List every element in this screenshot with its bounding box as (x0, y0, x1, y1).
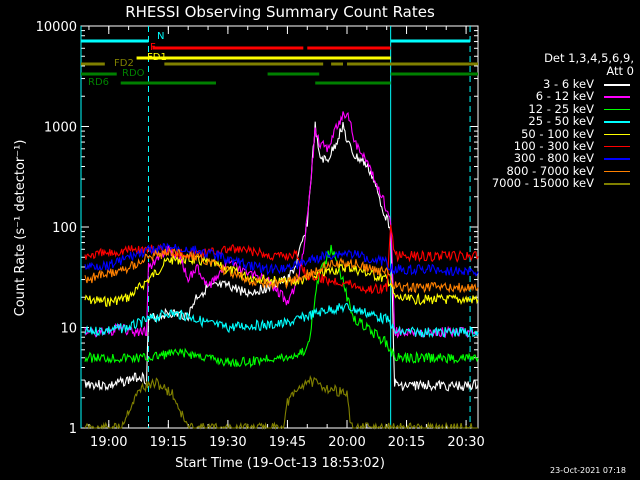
legend-label: 6 - 12 keV (535, 89, 594, 104)
series-line-12-25-kev (84, 244, 479, 369)
x-tick-label: 19:00 (90, 435, 127, 450)
legend-header-line1: Det 1,3,4,5,6,9, (544, 51, 634, 65)
x-tick-label: 20:15 (388, 435, 425, 450)
segment-label-f: F (150, 42, 156, 53)
y-tick-label: 100 (52, 221, 77, 236)
series-line-7000-15000-kev (84, 375, 478, 431)
series-line-50-100-kev (84, 253, 479, 308)
legend-swatch (604, 121, 630, 123)
legend-swatch (604, 108, 630, 111)
legend-label: 7000 - 15000 keV (491, 176, 594, 191)
series-line-25-50-kev (84, 302, 479, 339)
legend-entry: 800 - 7000 keV (478, 163, 634, 178)
series-line-300-800-kev (84, 242, 479, 277)
legend-label: 50 - 100 keV (521, 126, 594, 141)
legend-swatch (604, 96, 630, 98)
legend-swatch (604, 145, 630, 148)
legend-entry: 7000 - 15000 keV (478, 176, 634, 191)
legend-label: 12 - 25 keV (528, 101, 594, 116)
chart-title: RHESSI Observing Summary Count Rates (125, 3, 435, 21)
legend-swatch (604, 133, 630, 136)
legend-entry: 12 - 25 keV (478, 101, 634, 116)
plot-frame (80, 25, 479, 429)
series-line-6-12-kev (84, 111, 479, 339)
series-line-800-7000-kev (84, 246, 479, 294)
y-tick-label: 1 (69, 422, 77, 437)
y-axis-label: Count Rate (s⁻¹ detector⁻¹) (13, 140, 28, 317)
legend-label: 800 - 7000 keV (506, 163, 594, 178)
segment-label-fd2: FD2 (114, 58, 134, 69)
legend-entry: 50 - 100 keV (478, 126, 634, 141)
segment-label-rdo: RDO (122, 68, 145, 79)
legend-swatch (604, 183, 630, 185)
legend-entry: 6 - 12 keV (478, 89, 634, 104)
y-tick-label: 10 (60, 322, 77, 337)
segment-label-rd6: RD6 (88, 77, 109, 88)
legend-swatch (604, 84, 630, 86)
legend-label: 25 - 50 keV (528, 114, 594, 129)
legend-entry: 25 - 50 keV (478, 114, 634, 129)
y-tick-label: 10000 (36, 20, 77, 35)
legend-label: 100 - 300 keV (513, 138, 594, 153)
legend-entry: 300 - 800 keV (478, 151, 634, 166)
segment-label-fd1: FD1 (147, 52, 167, 63)
timestamp-footer: 23-Oct-2021 07:18 (550, 466, 626, 475)
x-axis-label: Start Time (19-Oct-13 18:53:02) (175, 456, 385, 471)
legend-swatch (604, 170, 630, 173)
x-tick-label: 19:30 (209, 435, 246, 450)
x-tick-label: 20:00 (328, 435, 365, 450)
series-line-3-6-kev (84, 121, 479, 392)
x-tick-label: 20:30 (447, 435, 484, 450)
series-line-100-300-kev (84, 224, 479, 295)
x-tick-label: 19:45 (269, 435, 306, 450)
legend-label: 300 - 800 keV (513, 151, 594, 166)
legend: Det 1,3,4,5,6,9, Att 0 3 - 6 keV 6 - 12 k… (478, 52, 634, 190)
segment-label-n: N (157, 31, 164, 42)
y-tick-label: 1000 (44, 121, 77, 136)
legend-swatch (604, 158, 630, 160)
legend-entry: 3 - 6 keV (478, 78, 634, 90)
legend-entry: 100 - 300 keV (478, 140, 634, 152)
legend-header-line2: Att 0 (606, 64, 634, 78)
legend-label: 3 - 6 keV (543, 77, 594, 91)
plot-area: 1 10 100 1000 10000 19:00 19:15 19:30 19:45 20:00… (36, 20, 485, 450)
x-tick-label: 19:15 (150, 435, 187, 450)
